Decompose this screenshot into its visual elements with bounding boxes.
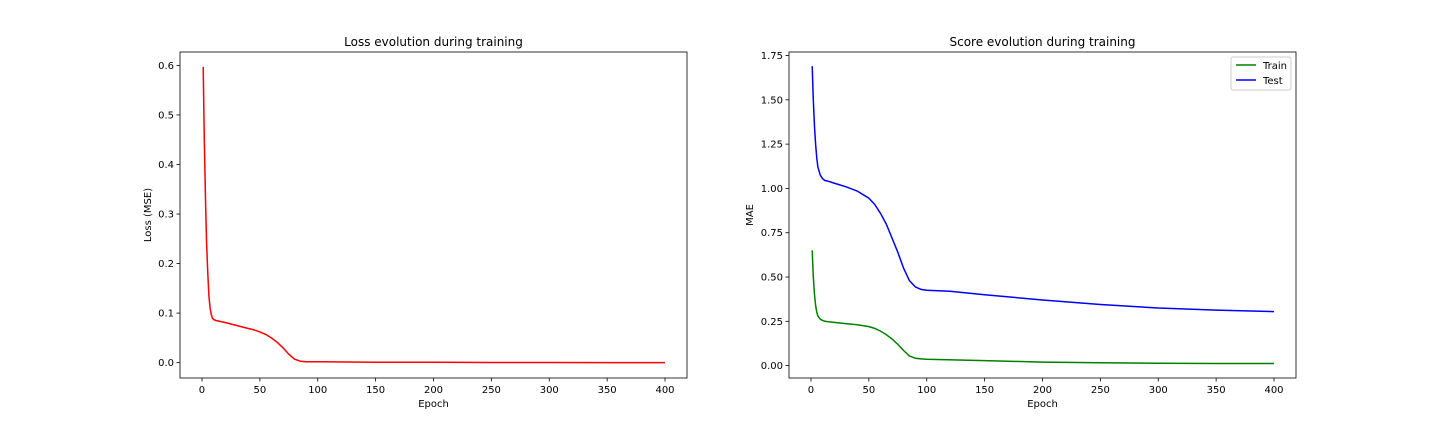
loss-x-tick-label: 0 bbox=[199, 385, 205, 396]
loss-x-tick-label: 400 bbox=[655, 385, 674, 396]
score-x-tick-label: 350 bbox=[1207, 385, 1226, 396]
score-series-lines bbox=[811, 66, 1275, 365]
score-x-tick-label: 200 bbox=[1033, 385, 1052, 396]
score-y-tick-label: 0.50 bbox=[761, 273, 783, 284]
loss-y-tick-label: 0.1 bbox=[158, 309, 174, 320]
loss-chart: Loss evolution during training 0 50 100 150… bbox=[143, 35, 688, 410]
loss-y-tick-label: 0.5 bbox=[158, 110, 174, 121]
score-x-tick-label: 300 bbox=[1149, 385, 1168, 396]
series-line-test bbox=[811, 66, 1275, 313]
loss-plot-area bbox=[180, 52, 687, 378]
loss-y-tick-label: 0.4 bbox=[158, 160, 174, 171]
score-y-axis-ticks: 0.00 0.25 0.50 0.75 1.00 1.25 1.50 1.75 bbox=[761, 51, 789, 372]
legend-label-train: Train bbox=[1262, 61, 1287, 72]
loss-x-axis-label: Epoch bbox=[418, 399, 449, 410]
loss-x-tick-label: 200 bbox=[424, 385, 443, 396]
score-x-axis-label: Epoch bbox=[1027, 399, 1058, 410]
score-y-tick-label: 1.25 bbox=[761, 140, 783, 151]
loss-x-tick-label: 250 bbox=[482, 385, 501, 396]
score-plot-area bbox=[789, 52, 1296, 378]
loss-y-tick-label: 0.2 bbox=[158, 259, 174, 270]
loss-chart-title: Loss evolution during training bbox=[344, 35, 523, 49]
loss-y-tick-label: 0.3 bbox=[158, 210, 174, 221]
loss-x-tick-label: 300 bbox=[540, 385, 559, 396]
score-x-tick-label: 0 bbox=[808, 385, 814, 396]
score-chart: Score evolution during training 0 50 100 15… bbox=[745, 35, 1297, 410]
legend-label-test: Test bbox=[1262, 76, 1283, 87]
score-x-tick-label: 100 bbox=[917, 385, 936, 396]
loss-x-tick-label: 150 bbox=[366, 385, 385, 396]
score-y-tick-label: 0.25 bbox=[761, 317, 783, 328]
loss-y-axis-ticks: 0.0 0.1 0.2 0.3 0.4 0.5 0.6 bbox=[158, 61, 180, 369]
score-y-tick-label: 1.00 bbox=[761, 184, 783, 195]
loss-x-tick-label: 100 bbox=[308, 385, 327, 396]
series-line-loss bbox=[202, 66, 665, 364]
score-plot-frame bbox=[788, 51, 1297, 379]
score-legend: Train Test bbox=[1230, 56, 1292, 91]
series-line-train bbox=[811, 250, 1274, 365]
score-y-tick-label: 0.00 bbox=[761, 361, 783, 372]
score-x-tick-label: 50 bbox=[863, 385, 876, 396]
loss-x-tick-label: 50 bbox=[254, 385, 267, 396]
score-chart-title: Score evolution during training bbox=[949, 35, 1135, 49]
loss-x-tick-label: 350 bbox=[598, 385, 617, 396]
loss-series-lines bbox=[202, 66, 665, 364]
score-y-tick-label: 1.75 bbox=[761, 51, 783, 62]
score-y-axis-label: MAE bbox=[745, 204, 756, 226]
score-y-tick-label: 1.50 bbox=[761, 95, 783, 106]
loss-y-tick-label: 0.0 bbox=[158, 358, 174, 369]
loss-plot-frame bbox=[179, 51, 688, 379]
loss-x-axis-ticks: 0 50 100 150 200 250 300 350 400 bbox=[199, 378, 675, 396]
score-x-tick-label: 150 bbox=[975, 385, 994, 396]
loss-y-tick-label: 0.6 bbox=[158, 61, 174, 72]
loss-y-axis-label: Loss (MSE) bbox=[143, 188, 154, 242]
score-x-tick-label: 250 bbox=[1091, 385, 1110, 396]
score-x-axis-ticks: 0 50 100 150 200 250 300 350 400 bbox=[808, 378, 1284, 396]
score-x-tick-label: 400 bbox=[1264, 385, 1283, 396]
score-y-tick-label: 0.75 bbox=[761, 228, 783, 239]
